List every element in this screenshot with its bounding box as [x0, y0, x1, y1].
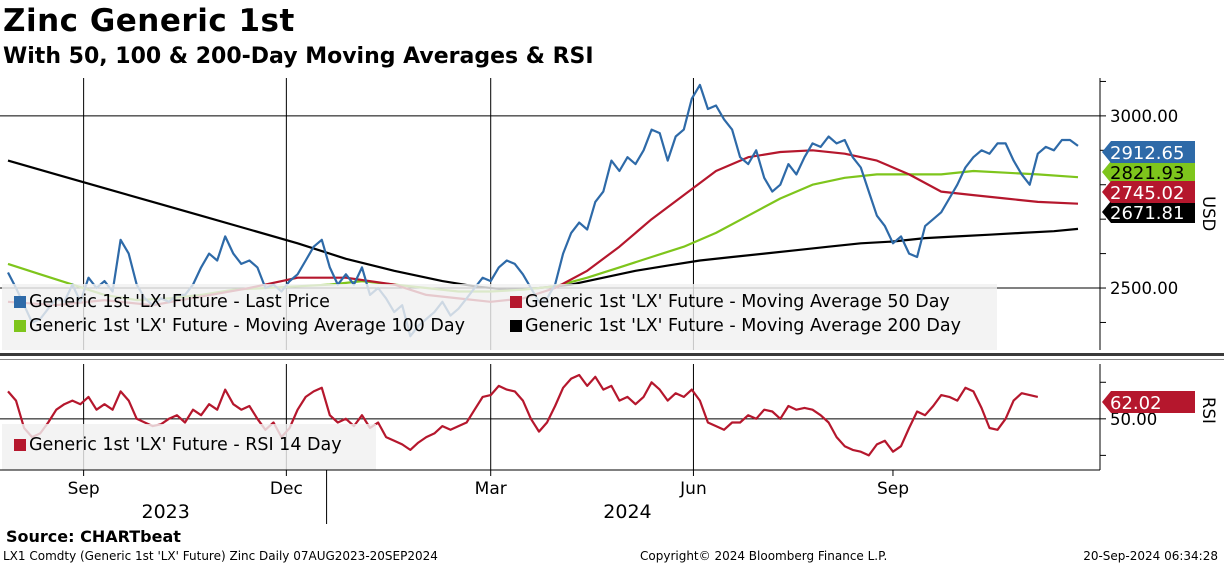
- ma200-line: [7, 159, 1079, 291]
- price-y-tick-label: 2500.00: [1110, 279, 1178, 298]
- rsi-value-tag-bg: [1102, 391, 1195, 413]
- footer-security: LX1 Comdty (Generic 1st 'LX' Future) Zin…: [3, 549, 438, 563]
- ma100-value-tag-bg: [1102, 161, 1195, 183]
- source-note: Source: CHARTbeat: [6, 527, 181, 546]
- legend-top-box: [2, 284, 997, 350]
- panel-divider-thin: [0, 359, 1224, 360]
- rsi-line: [7, 373, 1039, 457]
- footer-timestamp: 20-Sep-2024 06:34:28: [1083, 549, 1218, 563]
- ma200-value-tag-bg: [1102, 201, 1195, 223]
- rsi-y-axis-label: RSI: [1199, 397, 1218, 424]
- panel-divider: [0, 353, 1224, 356]
- ma50-value-tag: 2745.02: [1110, 183, 1184, 204]
- ma50-value-tag-bg: [1102, 181, 1195, 203]
- legends: Generic 1st 'LX' Future - Last Price Gene…: [2, 284, 997, 470]
- year-label: 2023: [142, 501, 190, 523]
- legend-label: Generic 1st 'LX' Future - Moving Average…: [525, 292, 950, 312]
- x-tick-label: Sep: [68, 479, 100, 499]
- x-tick-label: Dec: [270, 479, 303, 499]
- year-label: 2024: [603, 501, 651, 523]
- legend-label: Generic 1st 'LX' Future - RSI 14 Day: [29, 435, 342, 455]
- legend-swatch: [14, 296, 26, 308]
- legend-swatch: [510, 296, 522, 308]
- price-y-tick-label: 3000.00: [1110, 107, 1178, 126]
- rsi-value-tag: 62.02: [1110, 393, 1162, 414]
- last-price-value-tag-bg: [1102, 141, 1195, 163]
- chart-title: Zinc Generic 1st: [3, 3, 295, 39]
- ma100-value-tag: 2821.93: [1110, 163, 1184, 184]
- gridlines: [0, 78, 1100, 470]
- x-tick-label: Jun: [679, 479, 707, 499]
- legend-swatch: [14, 320, 26, 332]
- legend-swatch: [14, 439, 26, 451]
- price-y-axis-label: USD: [1199, 196, 1218, 231]
- last-price-value-tag: 2912.65: [1110, 143, 1184, 164]
- legend-swatch: [510, 320, 522, 332]
- axes: 3000.00 2500.00 50.00 USD RSI Sep Dec Mar Jun Sep…: [0, 78, 1224, 524]
- legend-label: Generic 1st 'LX' Future - Moving Average…: [525, 316, 961, 336]
- footer-copyright: Copyright© 2024 Bloomberg Finance L.P.: [640, 549, 888, 563]
- rsi-y-tick-label: 50.00: [1110, 410, 1157, 429]
- chart-subtitle: With 50, 100 & 200-Day Moving Averages &…: [3, 44, 594, 69]
- series-lines: [7, 83, 1079, 457]
- ma200-value-tag: 2671.81: [1110, 203, 1184, 224]
- legend-label: Generic 1st 'LX' Future - Last Price: [29, 292, 330, 312]
- legend-bottom-box: [2, 424, 376, 470]
- x-tick-label: Mar: [475, 479, 507, 499]
- x-tick-label: Sep: [877, 479, 909, 499]
- ma100-line: [7, 169, 1079, 302]
- legend-label: Generic 1st 'LX' Future - Moving Average…: [29, 316, 465, 336]
